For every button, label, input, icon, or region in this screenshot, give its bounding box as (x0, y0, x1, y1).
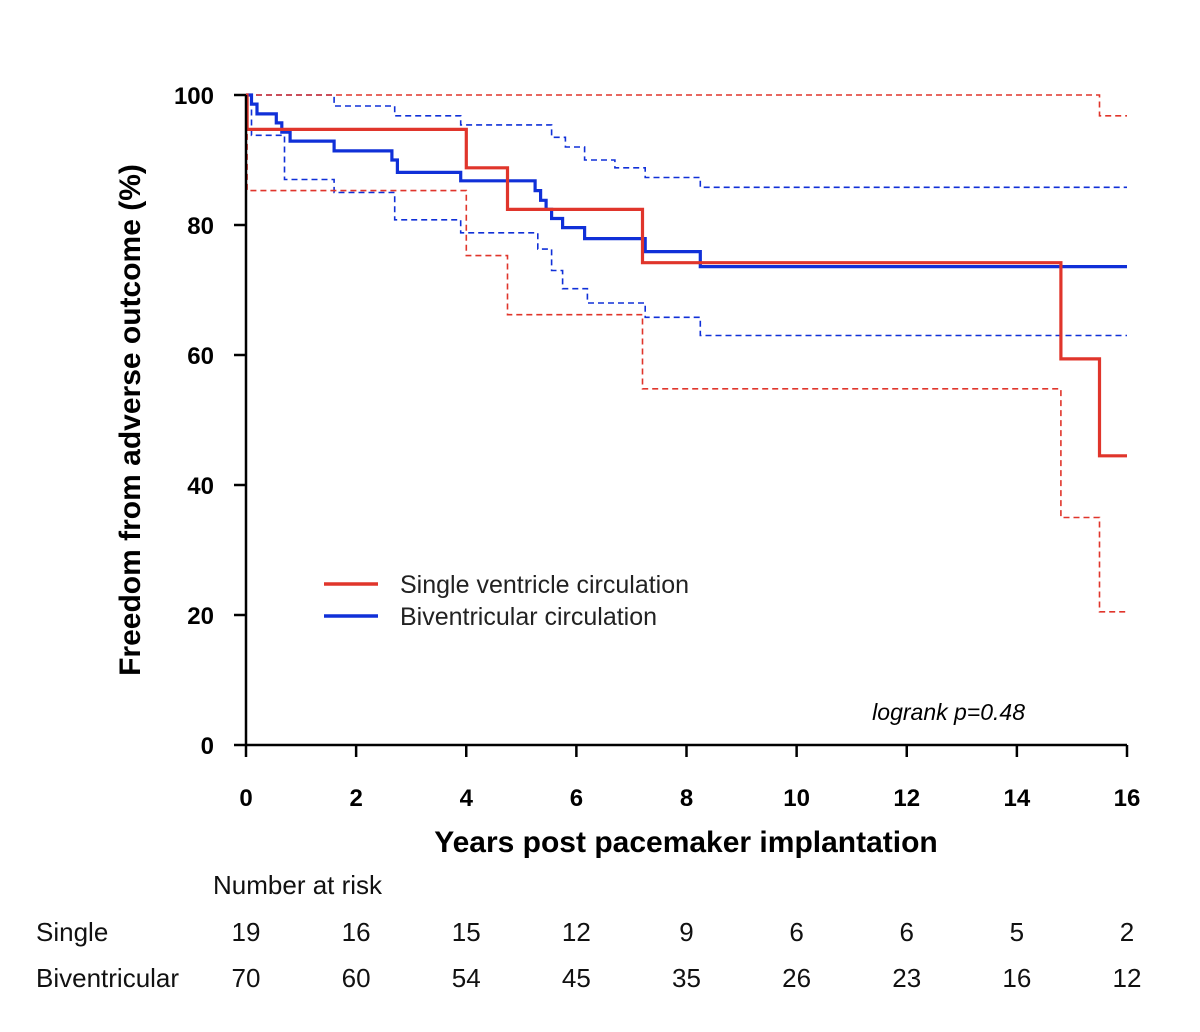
risk-count-single: 9 (679, 917, 693, 947)
risk-table-title: Number at risk (213, 870, 383, 900)
y-ticks: 0 20 40 60 80 100 (174, 83, 246, 760)
series-single-ci-lower (246, 94, 1127, 613)
risk-count-single: 5 (1010, 917, 1024, 947)
risk-row-label-single: Single (36, 917, 108, 947)
legend: Single ventricle circulation Biventricul… (324, 571, 689, 631)
x-tick-label: 6 (570, 785, 583, 812)
risk-count-single: 6 (789, 917, 803, 947)
risk-count-biventricular: 60 (342, 963, 371, 993)
y-tick-label: 40 (187, 473, 214, 500)
risk-count-biventricular: 16 (1002, 963, 1031, 993)
x-tick-label: 8 (680, 785, 693, 812)
y-tick-label: 80 (187, 213, 214, 240)
risk-count-single: 19 (232, 917, 261, 947)
risk-count-single: 15 (452, 917, 481, 947)
x-tick-label: 2 (349, 785, 362, 812)
y-tick-label: 20 (187, 603, 214, 630)
risk-count-single: 2 (1120, 917, 1134, 947)
risk-count-single: 12 (562, 917, 591, 947)
risk-count-biventricular: 12 (1113, 963, 1142, 993)
x-tick-label: 16 (1114, 785, 1141, 812)
logrank-annotation: logrank p=0.48 (872, 699, 1025, 725)
legend-label-biventricular: Biventricular circulation (400, 603, 657, 631)
risk-count-biventricular: 45 (562, 963, 591, 993)
axes (244, 95, 1127, 747)
risk-row-label-biventricular: Biventricular (36, 963, 179, 993)
legend-label-single: Single ventricle circulation (400, 571, 689, 599)
series-biventricular-ci-upper (246, 94, 1127, 189)
series-biventricular-line (246, 93, 1127, 269)
risk-counts: 19 16 15 12 9 6 6 5 2 70 60 54 45 35 26 23 16 12 (232, 917, 1142, 993)
x-ticks: 0 2 4 6 8 10 12 14 16 (239, 745, 1140, 812)
risk-count-biventricular: 35 (672, 963, 701, 993)
risk-count-biventricular: 54 (452, 963, 481, 993)
risk-count-single: 6 (900, 917, 914, 947)
series-biventricular-ci-lower (246, 94, 1127, 337)
risk-count-biventricular: 23 (892, 963, 921, 993)
y-tick-label: 60 (187, 343, 214, 370)
risk-count-biventricular: 26 (782, 963, 811, 993)
y-axis-title: Freedom from adverse outcome (%) (114, 164, 147, 676)
x-tick-label: 0 (239, 785, 252, 812)
risk-count-biventricular: 70 (232, 963, 261, 993)
x-axis-title: Years post pacemaker implantation (434, 826, 938, 859)
risk-count-single: 16 (342, 917, 371, 947)
x-tick-label: 12 (893, 785, 920, 812)
series-single-line (245, 93, 1127, 458)
risk-table: Number at risk Single Biventricular 19 16… (36, 870, 1141, 993)
plot-area (245, 93, 1127, 613)
x-tick-label: 14 (1004, 785, 1031, 812)
y-tick-label: 0 (201, 733, 214, 760)
series-single-ci-upper (246, 94, 1127, 117)
y-tick-label: 100 (174, 83, 214, 110)
x-tick-label: 4 (460, 785, 474, 812)
x-tick-label: 10 (783, 785, 810, 812)
